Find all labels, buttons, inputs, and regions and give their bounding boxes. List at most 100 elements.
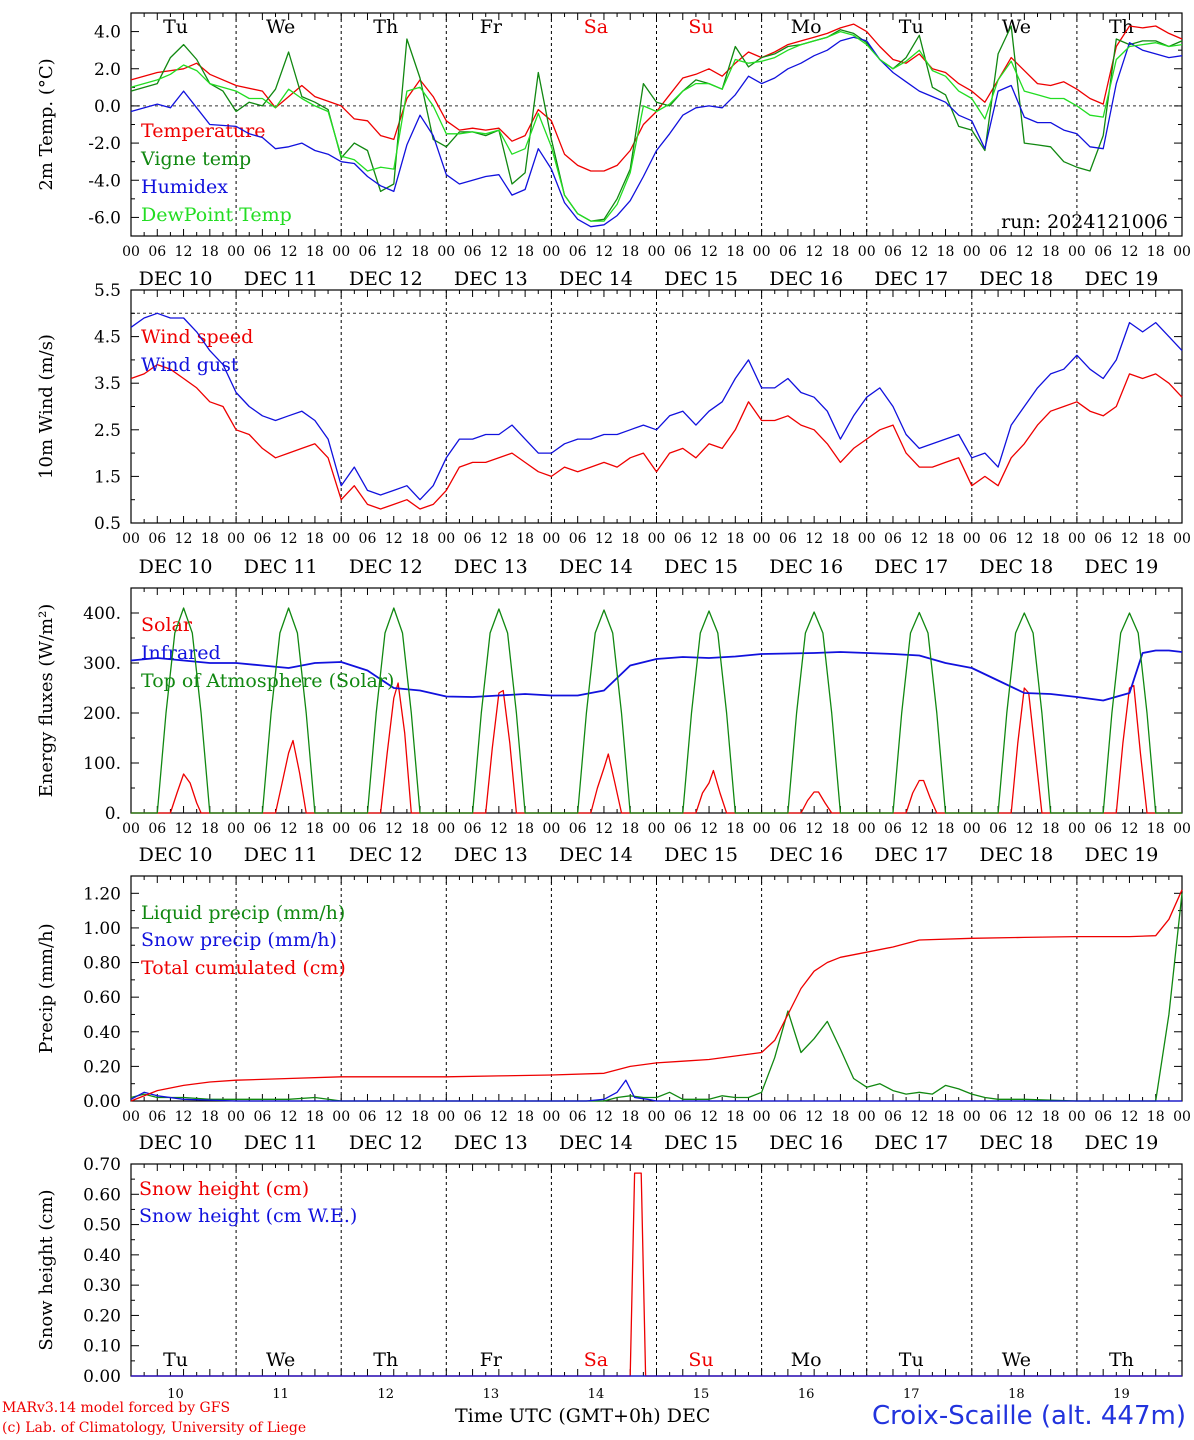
date-label: DEC 18 (979, 844, 1053, 866)
hour-tick-label: 00 (858, 531, 876, 547)
hour-tick-label: 00 (122, 821, 140, 837)
hour-tick-label: 18 (937, 821, 955, 837)
y-tick-label: 0.30 (83, 1276, 121, 1296)
hour-tick-label: 00 (227, 1109, 245, 1125)
hour-tick-label: 00 (753, 531, 771, 547)
hour-tick-label: 00 (648, 531, 666, 547)
legend-label: Liquid precip (mm/h) (141, 902, 345, 924)
hour-tick-label: 12 (280, 244, 298, 260)
date-label: DEC 19 (1085, 1132, 1159, 1154)
hour-tick-label: 18 (516, 531, 534, 547)
hour-tick-label: 00 (753, 821, 771, 837)
hour-tick-label: 18 (726, 244, 744, 260)
legend-label: Humidex (141, 176, 228, 198)
date-label: DEC 12 (349, 1132, 423, 1154)
hour-tick-label: 12 (595, 821, 613, 837)
series-line-temperature (130, 23, 1183, 172)
hour-tick-label: 00 (1173, 244, 1191, 260)
date-label: DEC 13 (454, 268, 528, 290)
date-label: DEC 19 (1085, 268, 1159, 290)
hour-tick-label: 12 (175, 244, 193, 260)
panel-4: 0.00 0.20 0.40 0.60 0.80 1.00 1.20 Precip (mm/h… (36, 875, 1191, 1154)
hour-tick-label: 06 (779, 821, 797, 837)
hour-tick-label: 06 (674, 244, 692, 260)
hour-tick-label: 18 (621, 244, 639, 260)
hour-tick-label: 06 (989, 1109, 1007, 1125)
weekday-label: Tu (899, 16, 924, 38)
y-tick-label: 1.00 (83, 919, 121, 939)
series-line-snow-precip-mm-h (130, 1079, 1182, 1102)
series-line-wind-speed (130, 363, 1183, 510)
y-tick-label: 0.40 (83, 1246, 121, 1266)
hour-tick-label: 18 (516, 821, 534, 837)
legend-label: Snow height (cm) (139, 1178, 309, 1200)
hour-tick-label: 06 (779, 1109, 797, 1125)
y-tick-label: 5.5 (94, 281, 121, 301)
hour-tick-label: 12 (700, 1109, 718, 1125)
hour-tick-label: 06 (779, 531, 797, 547)
date-label: DEC 18 (979, 1132, 1053, 1154)
y-tick-label: 2.5 (94, 421, 121, 441)
hour-tick-label: 18 (726, 821, 744, 837)
hour-tick-label: 00 (227, 821, 245, 837)
legend-label: Vigne temp (140, 148, 251, 170)
series-line-humidex (130, 36, 1183, 228)
date-label: DEC 16 (769, 1132, 843, 1154)
date-label: DEC 17 (874, 1132, 948, 1154)
hour-tick-label: 18 (516, 1109, 534, 1125)
date-label: DEC 11 (244, 556, 318, 578)
hour-tick-label: 12 (385, 821, 403, 837)
hour-tick-label: 12 (910, 531, 928, 547)
hour-tick-label: 12 (805, 244, 823, 260)
hour-tick-label: 12 (175, 531, 193, 547)
hour-tick-label: 00 (437, 244, 455, 260)
y-tick-label: 0.50 (83, 1216, 121, 1236)
hour-tick-label: 18 (726, 1109, 744, 1125)
hour-tick-label: 00 (542, 821, 560, 837)
date-label: DEC 15 (664, 556, 738, 578)
hour-tick-label: 06 (464, 244, 482, 260)
weekday-label: We (1002, 16, 1031, 38)
hour-tick-label: 06 (1094, 821, 1112, 837)
hour-tick-label: 06 (253, 244, 271, 260)
hour-tick-label: 12 (700, 821, 718, 837)
hour-tick-label: 12 (490, 1109, 508, 1125)
plot-frame (130, 12, 1183, 237)
day-number-label: 15 (693, 1387, 710, 1402)
weekday-label: Fr (480, 1349, 503, 1371)
hour-tick-label: 12 (385, 244, 403, 260)
hour-tick-label: 12 (595, 244, 613, 260)
hour-tick-label: 18 (1042, 244, 1060, 260)
hour-tick-label: 18 (937, 531, 955, 547)
hour-tick-label: 00 (648, 821, 666, 837)
hour-tick-label: 06 (884, 1109, 902, 1125)
hour-tick-label: 06 (674, 531, 692, 547)
hour-tick-label: 18 (306, 821, 324, 837)
legend-label: DewPoint Temp (141, 204, 292, 226)
hour-tick-label: 06 (148, 821, 166, 837)
hour-tick-label: 00 (227, 531, 245, 547)
footer-credit-text: (c) Lab. of Climatology, University of L… (2, 1420, 307, 1436)
weekday-label: Th (1109, 16, 1134, 38)
date-label: DEC 17 (874, 556, 948, 578)
y-tick-label: 0.20 (83, 1306, 121, 1326)
date-label: DEC 15 (664, 844, 738, 866)
day-number-label: 10 (167, 1387, 184, 1402)
date-label: DEC 19 (1085, 844, 1159, 866)
hour-tick-label: 00 (437, 1109, 455, 1125)
hour-tick-label: 12 (910, 244, 928, 260)
hour-tick-label: 06 (1094, 531, 1112, 547)
hour-tick-label: 06 (148, 244, 166, 260)
hour-tick-label: 06 (989, 244, 1007, 260)
hour-tick-label: 12 (280, 531, 298, 547)
y-tick-label: 0.70 (83, 1155, 121, 1175)
y-tick-label: 0.0 (94, 97, 121, 117)
hour-tick-label: 12 (490, 821, 508, 837)
date-label: DEC 13 (454, 556, 528, 578)
hour-tick-label: 12 (490, 531, 508, 547)
hour-tick-label: 00 (122, 531, 140, 547)
hour-tick-label: 06 (569, 1109, 587, 1125)
hour-tick-label: 18 (411, 531, 429, 547)
series-line-liquid-precip-mm-h (130, 893, 1183, 1102)
legend-label: Wind speed (141, 326, 253, 348)
